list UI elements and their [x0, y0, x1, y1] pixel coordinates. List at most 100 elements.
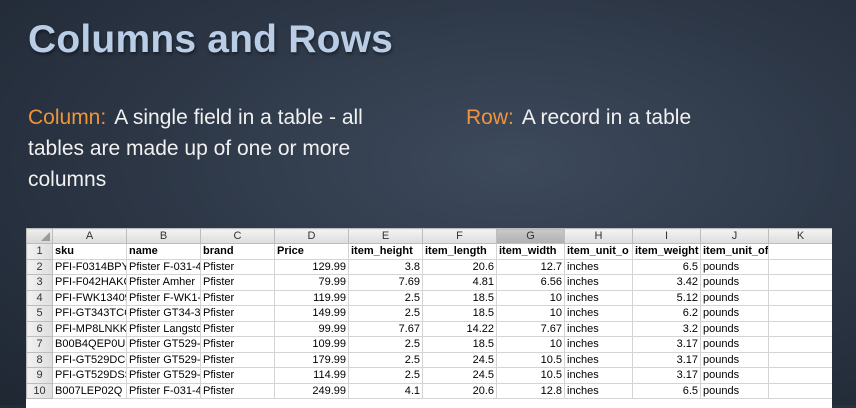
- header-cell[interactable]: item_weight: [632, 243, 701, 260]
- header-cell[interactable]: item_width: [496, 243, 565, 260]
- row-header[interactable]: 5: [26, 305, 53, 322]
- header-cell[interactable]: [768, 243, 832, 260]
- table-cell[interactable]: inches: [564, 274, 633, 291]
- select-all-corner[interactable]: [26, 228, 53, 244]
- table-cell[interactable]: Pfister Amher: [126, 274, 201, 291]
- header-cell[interactable]: item_unit_o: [564, 243, 633, 260]
- table-cell[interactable]: 3.17: [632, 367, 701, 384]
- table-cell[interactable]: Pfister F-031-4: [126, 258, 201, 275]
- row-header[interactable]: 6: [26, 320, 53, 337]
- table-cell[interactable]: 6.5: [632, 382, 701, 399]
- header-cell[interactable]: item_height: [348, 243, 423, 260]
- table-cell[interactable]: 2.5: [348, 305, 423, 322]
- table-cell[interactable]: inches: [564, 336, 633, 353]
- table-cell[interactable]: 7.69: [348, 274, 423, 291]
- table-cell[interactable]: B007LEP02Q: [52, 382, 127, 399]
- table-cell[interactable]: 2.5: [348, 336, 423, 353]
- table-cell[interactable]: 20.6: [422, 382, 497, 399]
- table-cell[interactable]: 2.5: [348, 289, 423, 306]
- table-cell[interactable]: [768, 367, 832, 384]
- table-cell[interactable]: Pfister GT529-: [126, 351, 201, 368]
- table-cell[interactable]: 7.67: [348, 320, 423, 337]
- table-cell[interactable]: pounds: [700, 258, 769, 275]
- table-cell[interactable]: pounds: [700, 274, 769, 291]
- table-cell[interactable]: 24.5: [422, 367, 497, 384]
- table-cell[interactable]: 2.5: [348, 351, 423, 368]
- table-cell[interactable]: pounds: [700, 289, 769, 306]
- table-cell[interactable]: 12.7: [496, 258, 565, 275]
- table-cell[interactable]: inches: [564, 382, 633, 399]
- column-header[interactable]: H: [564, 228, 633, 244]
- table-cell[interactable]: [768, 289, 832, 306]
- table-cell[interactable]: Pfister F-WK1-: [126, 289, 201, 306]
- row-header[interactable]: 1: [26, 243, 53, 260]
- column-header[interactable]: B: [126, 228, 201, 244]
- table-cell[interactable]: 6.5: [632, 258, 701, 275]
- table-cell[interactable]: 149.99: [274, 305, 349, 322]
- table-cell[interactable]: Pfister: [200, 336, 275, 353]
- table-cell[interactable]: pounds: [700, 305, 769, 322]
- table-cell[interactable]: PFI-F042HAKC: [52, 274, 127, 291]
- table-cell[interactable]: [768, 351, 832, 368]
- table-cell[interactable]: 7.67: [496, 320, 565, 337]
- table-cell[interactable]: 4.81: [422, 274, 497, 291]
- table-cell[interactable]: [768, 336, 832, 353]
- table-cell[interactable]: 24.5: [422, 351, 497, 368]
- table-cell[interactable]: [768, 305, 832, 322]
- column-header[interactable]: F: [422, 228, 497, 244]
- table-cell[interactable]: Pfister: [200, 320, 275, 337]
- table-cell[interactable]: 179.99: [274, 351, 349, 368]
- table-cell[interactable]: 12.8: [496, 382, 565, 399]
- table-cell[interactable]: 18.5: [422, 289, 497, 306]
- table-cell[interactable]: 10: [496, 305, 565, 322]
- table-cell[interactable]: inches: [564, 367, 633, 384]
- table-cell[interactable]: 119.99: [274, 289, 349, 306]
- table-cell[interactable]: 10.5: [496, 351, 565, 368]
- row-header[interactable]: 7: [26, 336, 53, 353]
- table-cell[interactable]: Pfister: [200, 367, 275, 384]
- table-cell[interactable]: 79.99: [274, 274, 349, 291]
- table-cell[interactable]: 2.5: [348, 367, 423, 384]
- table-cell[interactable]: 6.56: [496, 274, 565, 291]
- row-header[interactable]: 3: [26, 274, 53, 291]
- column-header[interactable]: A: [52, 228, 127, 244]
- table-cell[interactable]: 18.5: [422, 305, 497, 322]
- table-cell[interactable]: Pfister: [200, 305, 275, 322]
- table-cell[interactable]: 10: [496, 336, 565, 353]
- table-cell[interactable]: 18.5: [422, 336, 497, 353]
- table-cell[interactable]: inches: [564, 320, 633, 337]
- table-cell[interactable]: pounds: [700, 382, 769, 399]
- table-cell[interactable]: 6.2: [632, 305, 701, 322]
- table-cell[interactable]: 14.22: [422, 320, 497, 337]
- header-cell[interactable]: item_length: [422, 243, 497, 260]
- table-cell[interactable]: inches: [564, 258, 633, 275]
- table-cell[interactable]: pounds: [700, 320, 769, 337]
- table-cell[interactable]: 99.99: [274, 320, 349, 337]
- table-cell[interactable]: pounds: [700, 351, 769, 368]
- table-cell[interactable]: 3.42: [632, 274, 701, 291]
- column-header[interactable]: I: [632, 228, 701, 244]
- table-cell[interactable]: Pfister GT529-: [126, 367, 201, 384]
- header-cell[interactable]: item_unit_of_weight: [700, 243, 769, 260]
- table-cell[interactable]: [768, 320, 832, 337]
- table-cell[interactable]: Pfister: [200, 351, 275, 368]
- column-header[interactable]: K: [768, 228, 832, 244]
- table-cell[interactable]: [768, 274, 832, 291]
- table-cell[interactable]: 249.99: [274, 382, 349, 399]
- table-cell[interactable]: Pfister: [200, 258, 275, 275]
- header-cell[interactable]: sku: [52, 243, 127, 260]
- table-cell[interactable]: 129.99: [274, 258, 349, 275]
- table-cell[interactable]: [768, 382, 832, 399]
- row-header[interactable]: 4: [26, 289, 53, 306]
- row-header[interactable]: 8: [26, 351, 53, 368]
- column-header[interactable]: E: [348, 228, 423, 244]
- column-header[interactable]: C: [200, 228, 275, 244]
- table-cell[interactable]: B00B4QEP0U: [52, 336, 127, 353]
- table-cell[interactable]: Pfister Langsto: [126, 320, 201, 337]
- table-cell[interactable]: 10.5: [496, 367, 565, 384]
- table-cell[interactable]: PFI-MP8LNKK: [52, 320, 127, 337]
- header-cell[interactable]: Price: [274, 243, 349, 260]
- header-cell[interactable]: brand: [200, 243, 275, 260]
- header-cell[interactable]: name: [126, 243, 201, 260]
- table-cell[interactable]: inches: [564, 305, 633, 322]
